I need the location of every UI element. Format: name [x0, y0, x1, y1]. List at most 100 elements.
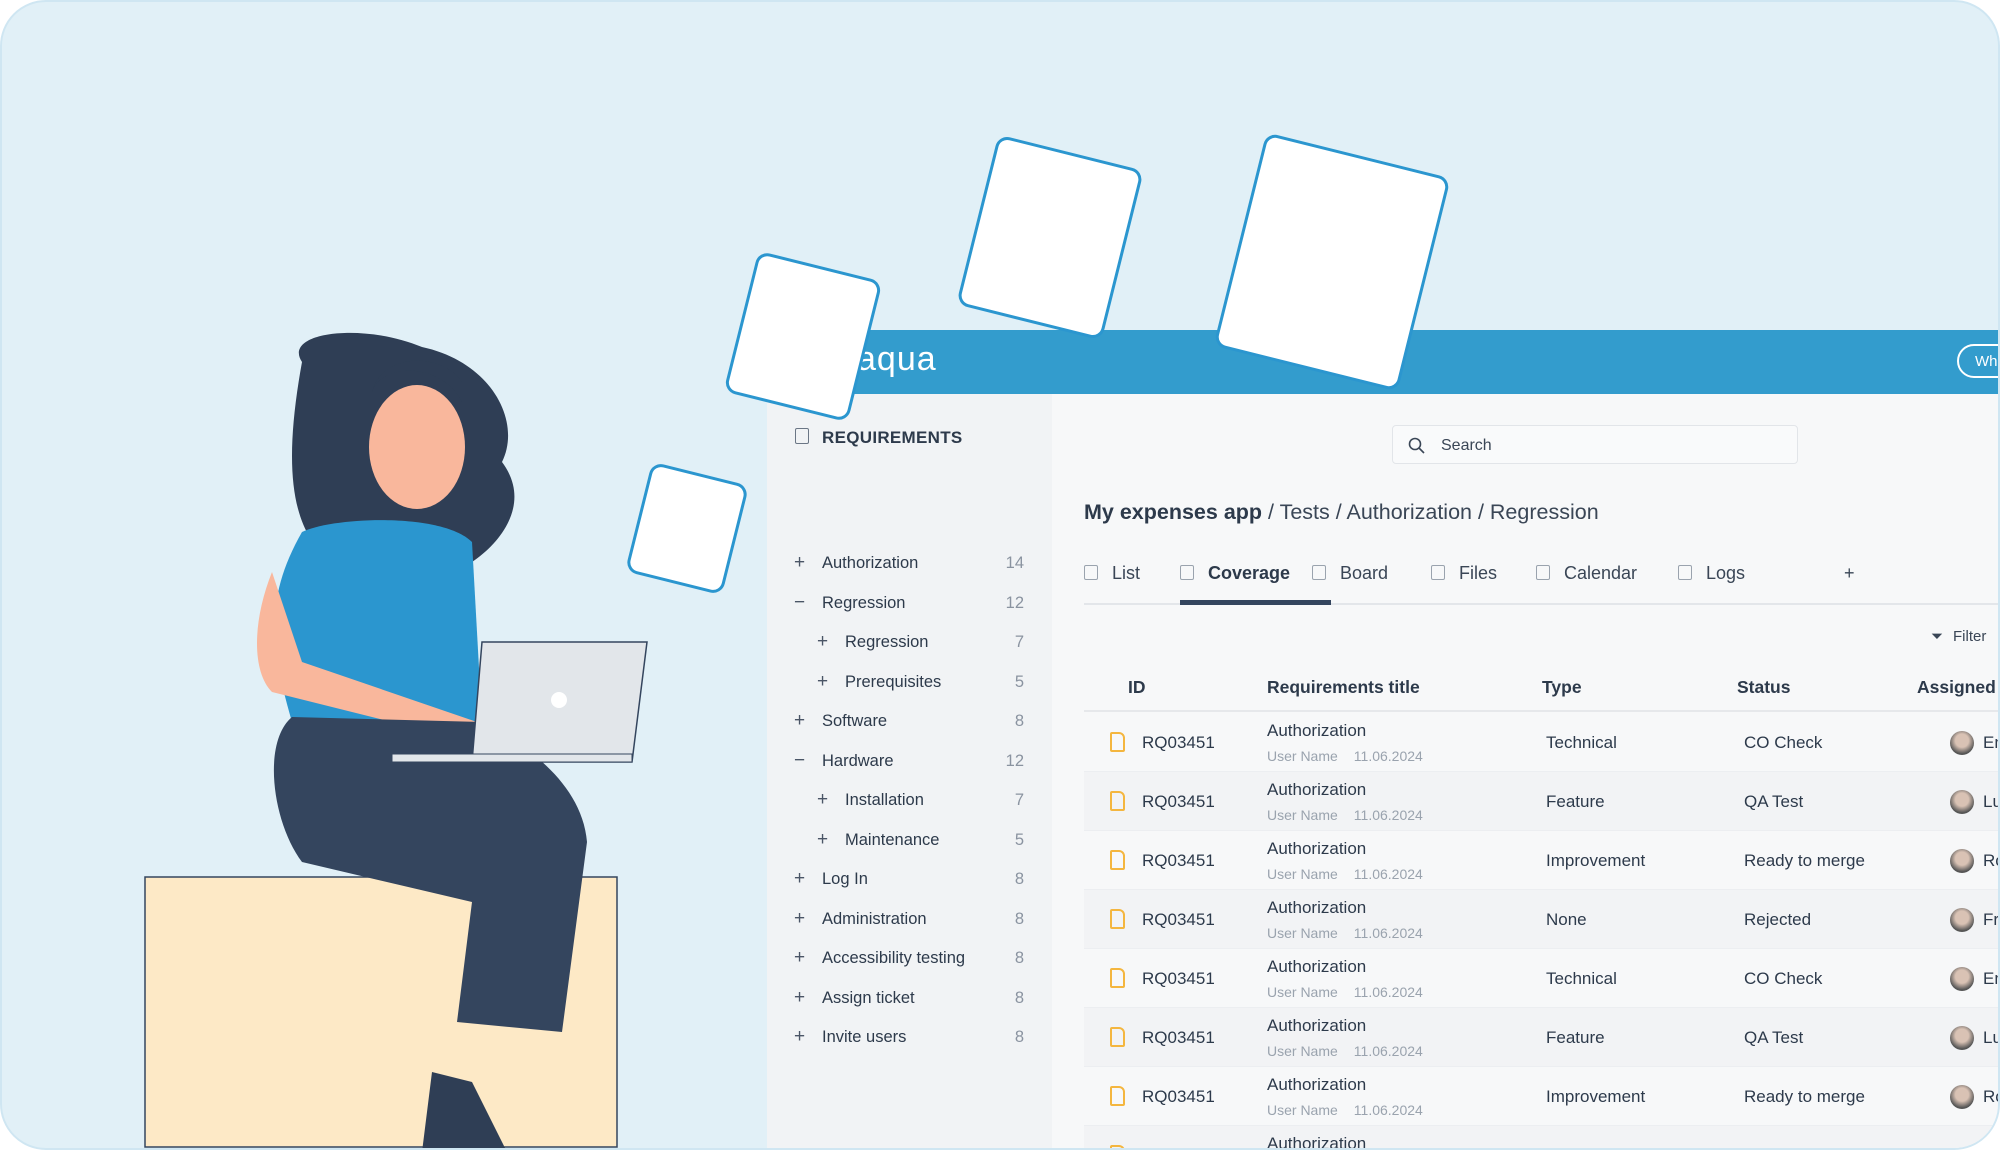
expand-icon[interactable]: +: [794, 947, 806, 968]
file-icon: [1110, 732, 1125, 752]
whats-new-button[interactable]: What's new: [1957, 344, 1998, 378]
table-row[interactable]: RQ03451 Authorization User Name 11.06.2024 T…: [1084, 949, 1998, 1008]
filter-button[interactable]: ⏷ Filter: [1931, 628, 1986, 645]
sidebar-item[interactable]: + Maintenance 5: [767, 827, 1052, 857]
avatar: [1950, 790, 1974, 814]
cube-icon: [1084, 565, 1098, 580]
expand-icon[interactable]: +: [794, 552, 806, 573]
sidebar-item[interactable]: + Administration 8: [767, 906, 1052, 936]
column-header[interactable]: Type: [1542, 677, 1582, 697]
row-user: User Name: [1267, 1102, 1338, 1118]
sidebar-item[interactable]: + Assign ticket 8: [767, 985, 1052, 1015]
collapse-icon[interactable]: −: [794, 749, 806, 771]
expand-icon[interactable]: +: [794, 1026, 806, 1047]
row-date: 11.06.2024: [1353, 925, 1423, 941]
table-row[interactable]: RQ03451 Authorization User Name 11.06.2024 T…: [1084, 713, 1998, 772]
sidebar-item[interactable]: + Installation 7: [767, 787, 1052, 817]
file-icon: [1431, 565, 1445, 580]
row-status: CO Check: [1744, 969, 1823, 988]
tab-label: Calendar: [1564, 563, 1638, 583]
row-id[interactable]: RQ03451: [1142, 910, 1215, 929]
row-id[interactable]: RQ03451: [1142, 1028, 1215, 1047]
row-status: Ready to merge: [1744, 1087, 1865, 1106]
expand-icon[interactable]: +: [817, 670, 829, 692]
row-date: 11.06.2024: [1353, 1102, 1423, 1118]
expand-icon[interactable]: +: [794, 986, 806, 1008]
sidebar-item-label: Assign ticket: [822, 988, 915, 1007]
row-id[interactable]: RQ03451: [1142, 851, 1215, 870]
sidebar-item[interactable]: + Invite users 8: [767, 1024, 1052, 1054]
sidebar-item[interactable]: − Hardware 12: [767, 748, 1052, 778]
sidebar-item[interactable]: + Authorization 14: [767, 550, 1052, 580]
row-user: User Name: [1267, 748, 1338, 764]
sidebar-item[interactable]: + Accessibility testing 8: [767, 945, 1052, 975]
row-date: 11.06.2024: [1353, 807, 1423, 823]
sidebar-item-count: 8: [1014, 988, 1024, 1007]
row-user: User Name: [1267, 807, 1338, 823]
table-row[interactable]: RQ03451 Authorization User Name 11.06.2024 I…: [1084, 1067, 1998, 1126]
row-title: Authorization: [1267, 721, 1367, 740]
tab-label: Logs: [1706, 563, 1746, 583]
row-meta: User Name 11.06.2024: [1267, 866, 1423, 882]
tab-files[interactable]: Files: [1431, 563, 1497, 584]
expand-icon[interactable]: +: [794, 710, 806, 731]
row-id[interactable]: RQ03451: [1142, 1087, 1215, 1106]
row-meta: User Name 11.06.2024: [1267, 1043, 1423, 1059]
row-user: User Name: [1267, 925, 1338, 941]
table-row[interactable]: RQ03451 Authorization User Name 11.06.2024 F…: [1084, 772, 1998, 831]
table-row[interactable]: RQ03451 Authorization User Name 11.06.2024 I…: [1084, 831, 1998, 890]
tab-list[interactable]: List: [1084, 563, 1140, 584]
row-id[interactable]: RQ03451: [1142, 969, 1215, 988]
expand-icon[interactable]: +: [817, 631, 829, 652]
breadcrumb: My expenses app / Tests / Authorization …: [1084, 500, 1599, 525]
collapse-icon[interactable]: −: [794, 591, 806, 613]
sidebar-item-count: 8: [1014, 909, 1024, 928]
row-user: User Name: [1267, 866, 1338, 882]
column-header[interactable]: Requirements title: [1267, 677, 1420, 697]
play-icon: [1312, 565, 1326, 580]
file-icon: [1110, 909, 1125, 929]
row-assignee: Rosa I: [1983, 1087, 1998, 1106]
column-header[interactable]: Status: [1737, 677, 1791, 697]
column-header[interactable]: Assigned t: [1917, 677, 2000, 697]
row-title: Authorization: [1267, 1016, 1367, 1035]
sidebar: REQUIREMENTS + Authorization 14 − Regression…: [767, 394, 1052, 1148]
tab-logs[interactable]: Logs: [1678, 563, 1745, 584]
breadcrumb-path[interactable]: / Tests / Authorization / Regression: [1262, 500, 1599, 524]
checklist-icon: [1180, 565, 1194, 580]
expand-icon[interactable]: +: [817, 789, 829, 810]
row-assignee: Fritz K: [1983, 910, 2000, 929]
tab-add[interactable]: +: [1844, 563, 1855, 584]
sidebar-item-label: Log In: [822, 870, 868, 888]
row-date: 11.06.2024: [1353, 1043, 1423, 1059]
sidebar-item-count: 12: [1005, 751, 1024, 770]
expand-icon[interactable]: +: [794, 868, 806, 889]
expand-icon[interactable]: +: [817, 828, 829, 850]
sidebar-item-label: Software: [822, 712, 888, 730]
sidebar-item-label: Accessibility testing: [822, 949, 966, 967]
sidebar-item[interactable]: + Regression 7: [767, 629, 1052, 659]
row-assignee: Emmi: [1983, 733, 1998, 752]
row-id[interactable]: RQ03451: [1142, 792, 1215, 811]
sidebar-item[interactable]: + Log In 8: [767, 866, 1052, 896]
table-row[interactable]: Authorization: [1084, 1126, 1998, 1148]
sidebar-title: REQUIREMENTS: [822, 428, 963, 447]
requirements-icon: [795, 428, 809, 444]
breadcrumb-root[interactable]: My expenses app: [1084, 500, 1263, 524]
tab-coverage[interactable]: Coverage: [1180, 563, 1290, 584]
row-type: Technical: [1546, 969, 1617, 988]
tab-calendar[interactable]: Calendar: [1536, 563, 1637, 584]
column-header[interactable]: ID: [1128, 677, 1146, 697]
table-row[interactable]: RQ03451 Authorization User Name 11.06.2024 N…: [1084, 890, 2000, 949]
row-id[interactable]: RQ03451: [1142, 733, 1215, 752]
sidebar-item[interactable]: − Regression 12: [767, 590, 1052, 620]
sidebar-item[interactable]: + Prerequisites 5: [767, 669, 1052, 699]
table-row[interactable]: RQ03451 Authorization User Name 11.06.2024 F…: [1084, 1008, 1998, 1067]
expand-icon[interactable]: +: [794, 907, 806, 929]
search-icon: [1408, 437, 1425, 454]
row-meta: User Name 11.06.2024: [1267, 807, 1423, 823]
sidebar-item[interactable]: + Software 8: [767, 708, 1052, 738]
search-input[interactable]: Search: [1392, 425, 1798, 464]
tab-board[interactable]: Board: [1312, 563, 1388, 584]
